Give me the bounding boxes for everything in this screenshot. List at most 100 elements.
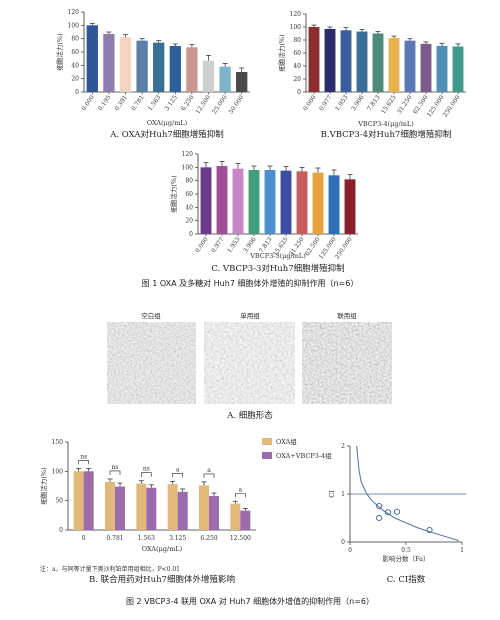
chart-ci-index: 0 1 2 0 0.5 1 CI 影响分数（Fa） C. CI指数 [328,443,466,585]
y-tick-label: 150 [52,439,64,446]
x-tick-label: 50.000 [228,94,246,115]
y-tick-label: 2 [341,443,345,450]
x-tick-label: 1.563 [147,94,163,112]
y-tick-label: 20 [185,218,193,225]
y-tick-label: 40 [185,204,193,211]
x-tick-label: 0.000 [80,94,96,112]
x-tick-label: 6.250 [200,535,217,542]
micrograph-combined [302,322,392,404]
bar [119,37,132,92]
y-tick-label: 80 [71,36,79,43]
bar [388,38,400,92]
bar [103,34,115,92]
bar [420,43,432,92]
bar [216,166,228,234]
bar [83,471,94,530]
significance-bracket [78,460,89,465]
bar [169,46,181,92]
y-tick-label: 0 [75,89,79,96]
y-tick-label: 0 [341,539,345,546]
bar [153,42,165,92]
x-tick-label: 0.000 [302,94,318,112]
y-tick-label: 40 [293,63,301,70]
x-tick-label: 0.000 [194,236,210,254]
significance-label: ns [143,466,150,473]
bar [236,72,248,92]
ci-curve [356,445,459,542]
bar [312,172,324,234]
bar [136,483,147,530]
y-tick-label: 100 [68,22,80,29]
bar [105,481,115,530]
y-tick-label: 0 [297,89,301,96]
x-tick-label: 0.781 [130,94,146,112]
bar [340,30,352,92]
bar [202,60,215,92]
x-tick-label: 0.5 [401,547,411,554]
morphology-label-blank: 空白组 [141,311,161,320]
y-tick-label: 100 [52,468,64,475]
bar [167,484,178,530]
significance-label: a [176,466,180,473]
x-tick-label: 3.125 [163,94,179,112]
y-axis-label: 细胞活力(%) [169,175,178,213]
bar [308,27,320,92]
significance-label: ns [112,464,119,471]
x-tick-label: 1.953 [334,94,350,112]
x-tick-label: 1.563 [138,535,155,542]
x-axis-label: 影响分数（Fa） [383,554,430,563]
data-point [376,514,383,522]
bar [344,179,356,234]
bar [115,486,125,530]
bar [452,46,464,92]
y-tick-label: 0 [189,231,193,238]
x-tick-label: 25.000 [211,94,229,115]
x-tick-label: 15.625 [380,94,398,115]
y-tick-label: 1 [341,491,345,498]
bar [296,171,308,234]
morphology-label-combined: 联用组 [337,311,357,320]
bar [240,510,251,530]
x-axis-label: OXA(μg/mL) [147,119,188,127]
x-tick-label: 0.781 [106,535,123,542]
y-axis-label: CI [328,490,336,498]
chart-title: C. VBCP3-3对Huh7细胞增殖抑制 [211,263,344,274]
data-point [393,508,401,515]
data-point [385,509,392,516]
bar [136,40,148,92]
significance-label: ns [80,453,87,460]
y-tick-label: 100 [290,24,302,31]
bar [146,487,157,530]
morphology-caption: A. 细胞形态 [226,410,273,421]
chart-title: A. OXA对Huh7细胞增殖抑制 [109,129,224,140]
legend-label: OXA+VBCP3-4组 [276,451,332,460]
micrograph-single [204,322,295,404]
bar [86,25,98,92]
y-tick-label: 60 [293,50,301,57]
bar [264,170,276,234]
x-axis-label: VBCP3-3(μg/mL) [249,252,306,260]
y-tick-label: 80 [185,178,193,185]
legend-swatch [262,452,272,459]
legend-label: OXA组 [276,437,297,446]
y-axis-label: 细胞活力(%) [55,33,64,71]
y-tick-label: 120 [290,11,302,18]
significance-label: a [239,486,243,493]
footnote: 注：a，与同等计量下奥沙利铂单用组相比，P<0.01 [40,565,180,573]
x-axis-label: VBCP3-4(μg/mL) [357,120,414,128]
x-tick-label: 0 [82,535,86,542]
morphology-panel: 空白组 单用组 联用组 A. 细胞形态 [107,311,392,421]
x-tick-label: 12.500 [194,94,212,115]
bar [200,167,212,234]
significance-bracket [109,470,121,475]
significance-bracket [203,473,215,478]
bar [436,45,448,92]
bar [356,31,368,92]
bar [199,485,209,530]
bar [209,495,219,530]
bar [73,471,84,530]
figure-2-caption: 图 2 VBCP3-4 联用 OXA 对 Huh7 细胞体外增值的抑制作用（n=… [126,596,374,606]
bar [280,170,292,234]
chart-title: B. 联合用药对Huh7细胞体外增殖影响 [89,574,235,585]
